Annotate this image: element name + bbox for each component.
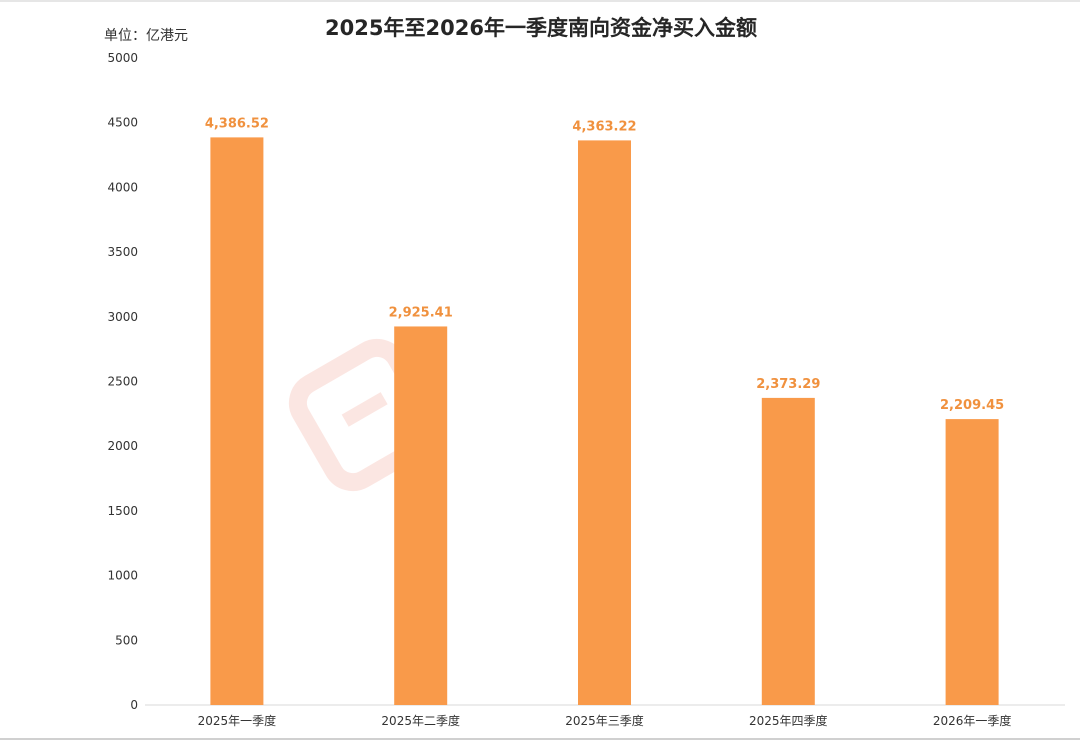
x-tick-label: 2026年一季度 (933, 713, 1012, 728)
data-label: 2,209.45 (940, 398, 1004, 413)
bar (394, 326, 448, 705)
y-tick-label: 2500 (107, 375, 138, 389)
x-axis: 2025年一季度 2025年二季度 2025年三季度 2025年四季度 2026年一季度 (198, 713, 1012, 728)
bar (761, 397, 815, 705)
y-tick-label: 500 (115, 633, 138, 647)
data-label: 2,373.29 (756, 377, 820, 392)
x-tick-label: 2025年二季度 (381, 713, 460, 728)
bar (578, 140, 631, 705)
y-tick-label: 4500 (107, 116, 138, 130)
x-tick-label: 2025年四季度 (749, 713, 828, 728)
y-tick-label: 5000 (107, 51, 138, 65)
data-label: 2,925.41 (389, 305, 453, 320)
y-tick-label: 3000 (107, 310, 138, 324)
data-label: 4,386.52 (205, 116, 269, 131)
y-tick-label: 2000 (107, 439, 138, 453)
y-tick-label: 0 (130, 698, 138, 712)
y-tick-label: 4000 (107, 180, 138, 194)
y-tick-label: 3500 (107, 245, 138, 259)
y-tick-label: 1500 (107, 504, 138, 518)
y-axis: 0 500 1000 1500 2000 2500 3000 3500 4000 4500 5000 (107, 51, 138, 712)
y-tick-label: 1000 (107, 569, 138, 583)
x-tick-label: 2025年一季度 (198, 713, 277, 728)
bars: 4,386.52 2,925.41 4,363.22 2,373.29 2,209.45 (205, 116, 1004, 706)
bar (945, 419, 999, 705)
data-label: 4,363.22 (572, 119, 636, 134)
chart-title: 2025年至2026年一季度南向资金净买入金额 (325, 16, 757, 40)
unit-label: 单位：亿港元 (104, 28, 188, 44)
x-tick-label: 2025年三季度 (565, 713, 644, 728)
bar (210, 137, 264, 706)
